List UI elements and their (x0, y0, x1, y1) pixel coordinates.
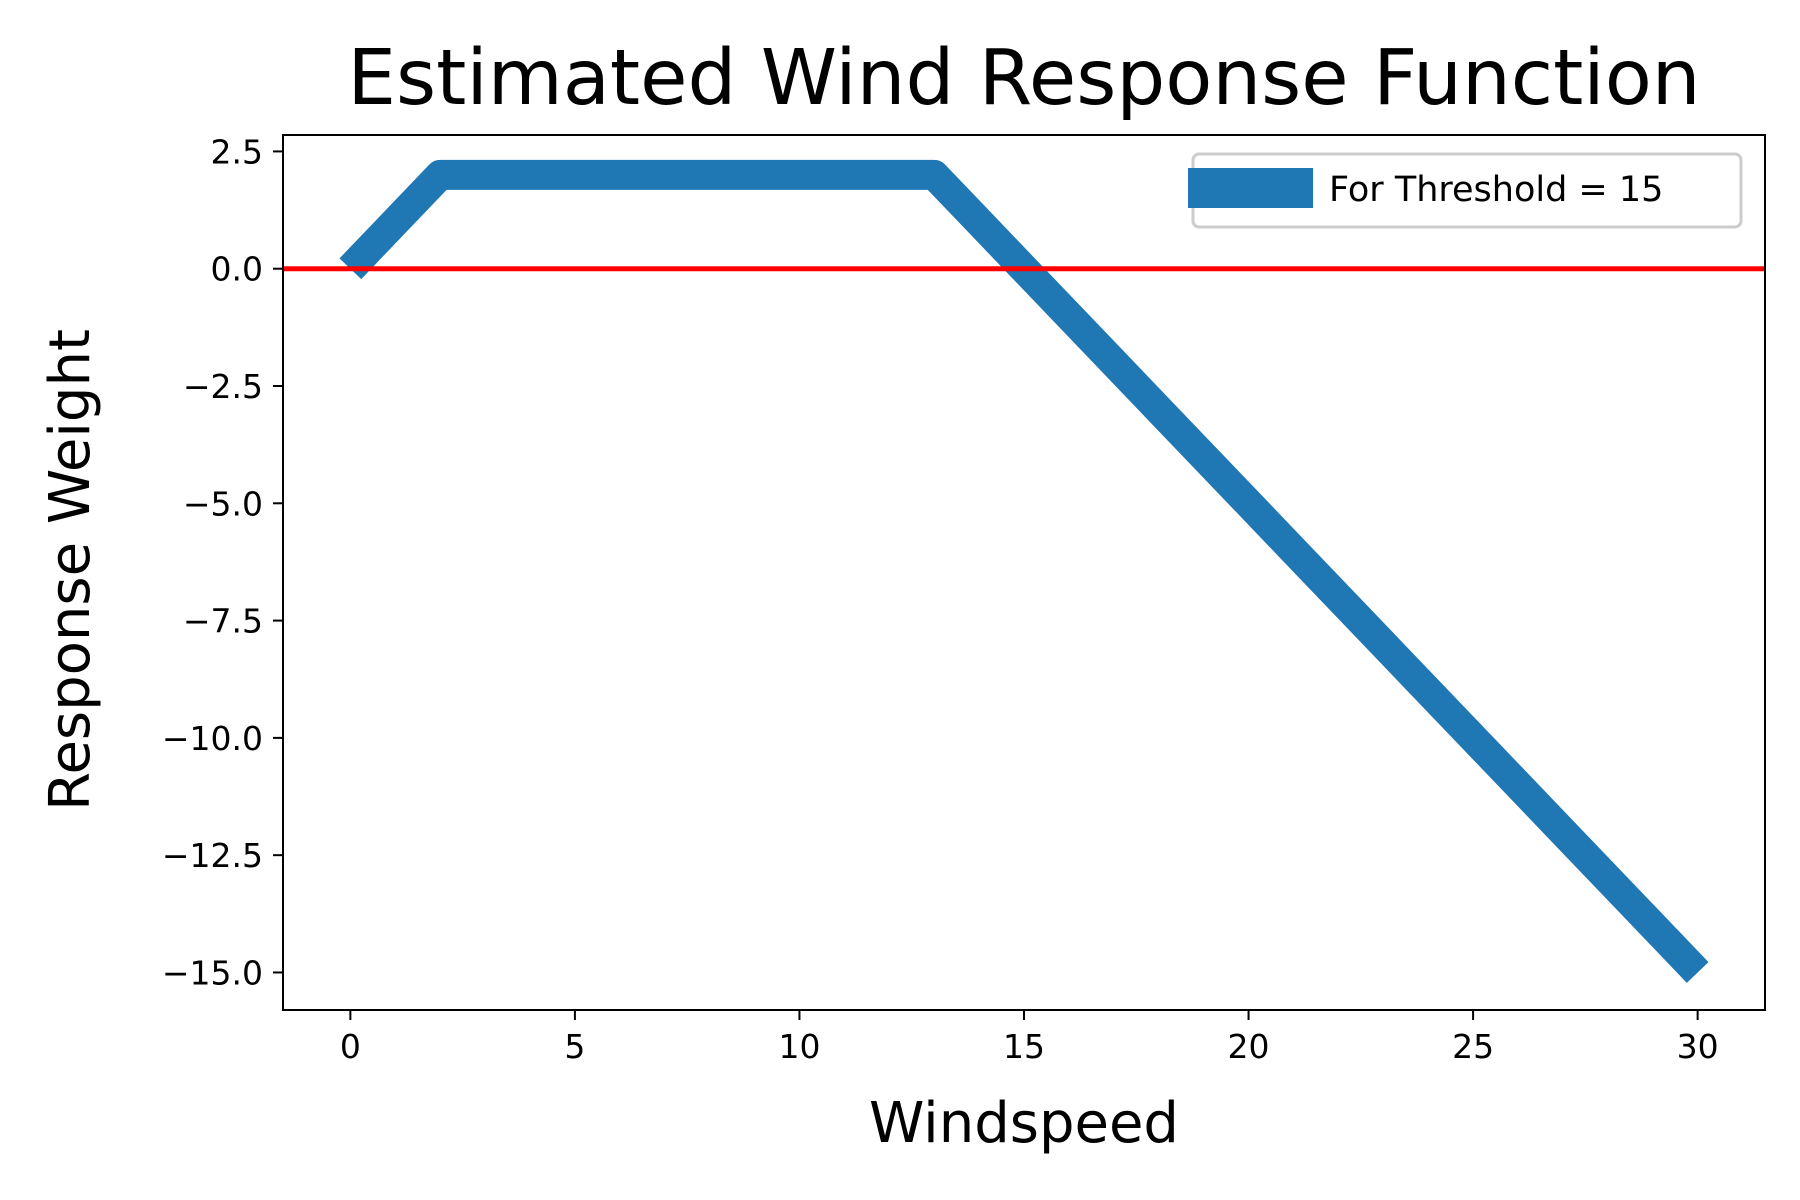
y-tick-label: −15.0 (162, 953, 263, 992)
y-tick-label: −12.5 (162, 836, 263, 875)
y-axis-label: Response Weight (38, 329, 103, 811)
x-tick-label: 25 (1452, 1027, 1494, 1066)
x-axis-label: Windspeed (869, 1091, 1179, 1156)
x-tick-label: 10 (778, 1027, 820, 1066)
x-tick-label: 0 (340, 1027, 361, 1066)
y-tick-label: 2.5 (211, 132, 263, 171)
x-tick-label: 5 (564, 1027, 585, 1066)
series-line-0 (339, 159, 1709, 983)
legend: For Threshold = 15 (1188, 152, 1743, 229)
chart-title: Estimated Wind Response Function (347, 34, 1700, 123)
y-tick-label: 0.0 (211, 250, 263, 289)
y-tick-label: −7.5 (183, 602, 263, 641)
y-tick-label: −2.5 (183, 367, 263, 406)
x-tick-label: 30 (1677, 1027, 1719, 1066)
y-tick-label: −10.0 (162, 719, 263, 758)
x-tick-label: 15 (1003, 1027, 1045, 1066)
x-tick-label: 20 (1228, 1027, 1270, 1066)
plot-area: 0 5 10 15 20 25 30 2.5 0.0 −2.5 −5.0 −7.5 −10.0 −12.5… (162, 132, 1766, 1066)
y-tick-label: −5.0 (183, 484, 263, 523)
legend-label: For Threshold = 15 (1329, 170, 1663, 210)
